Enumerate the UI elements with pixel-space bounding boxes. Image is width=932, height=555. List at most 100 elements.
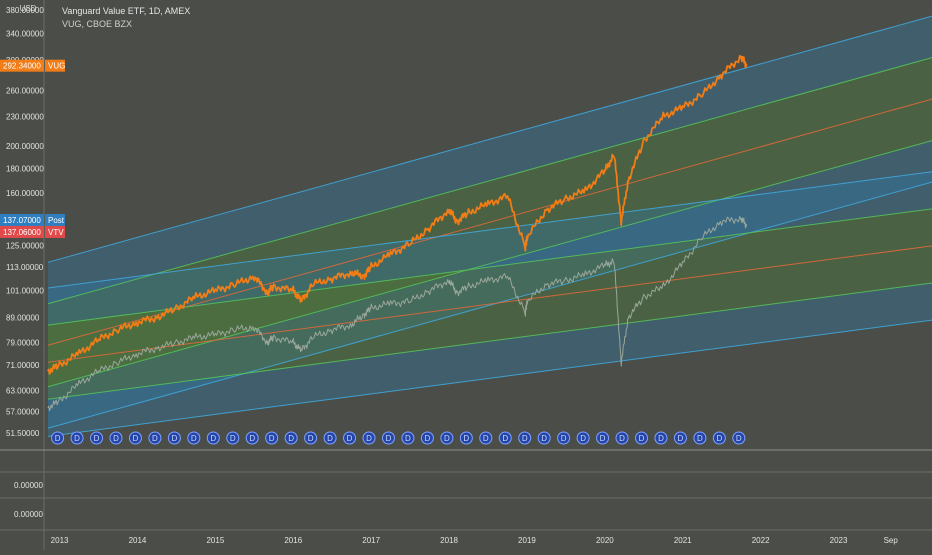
vtv-channel-line[interactable] (47, 245, 932, 363)
dividend-marker[interactable]: D (518, 431, 532, 445)
dividend-marker-label: D (210, 434, 216, 443)
y-tick-label: 125.00000 (6, 241, 44, 250)
dividend-marker[interactable]: D (635, 431, 649, 445)
dividend-marker[interactable]: D (712, 431, 726, 445)
y-tick-label: 63.00000 (6, 386, 40, 395)
dividend-marker[interactable]: D (693, 431, 707, 445)
regression-channels (47, 15, 932, 437)
dividend-marker-label: D (619, 434, 625, 443)
price-badge-vtv[interactable]: 137.06000 VTV (0, 225, 65, 238)
x-tick-label: 2017 (362, 536, 380, 545)
y-tick-label: 101.00000 (6, 287, 44, 296)
y-tick-label: 260.00000 (6, 86, 44, 95)
dividend-marker-label: D (191, 434, 197, 443)
dividend-marker-label: D (171, 434, 177, 443)
price-badge-symbol: Post (48, 216, 65, 225)
dividend-marker-circle (576, 431, 590, 445)
vug-channel-line[interactable] (47, 57, 932, 305)
dividend-marker-circle (304, 431, 318, 445)
dividend-marker-label: D (113, 434, 119, 443)
indicator-tick-label: 0.00000 (14, 510, 43, 519)
x-tick-label: 2014 (129, 536, 147, 545)
x-tick-label: Sep (884, 536, 899, 545)
dividend-marker[interactable]: D (304, 431, 318, 445)
dividend-marker-label: D (716, 434, 722, 443)
dividend-marker[interactable]: D (90, 431, 104, 445)
dividend-marker[interactable]: D (498, 431, 512, 445)
dividend-marker[interactable]: D (654, 431, 668, 445)
dividend-marker-label: D (347, 434, 353, 443)
dividend-marker-circle (557, 431, 571, 445)
price-badge-vug[interactable]: 292.34000 VUG (0, 59, 65, 72)
vtv-channel-line[interactable] (47, 208, 932, 326)
dividend-marker[interactable]: D (401, 431, 415, 445)
dividend-marker-circle (518, 431, 532, 445)
dividend-marker[interactable]: D (245, 431, 259, 445)
dividend-marker-circle (596, 431, 610, 445)
dividend-marker[interactable]: D (596, 431, 610, 445)
price-badges: 292.34000 VUG 137.07000 Post 137.06000 VTV (0, 59, 65, 238)
vug-channel-band (47, 140, 932, 429)
dividend-marker[interactable]: D (167, 431, 181, 445)
vug-series-line[interactable] (47, 54, 748, 375)
dividend-marker[interactable]: D (479, 431, 493, 445)
vug-channel-line[interactable] (47, 98, 932, 346)
vug-channel-line[interactable] (47, 140, 932, 388)
dividend-marker[interactable]: D (440, 431, 454, 445)
dividend-marker[interactable]: D (557, 431, 571, 445)
dividend-marker[interactable]: D (148, 431, 162, 445)
dividend-marker[interactable]: D (206, 431, 220, 445)
dividend-marker[interactable]: D (459, 431, 473, 445)
dividend-marker-circle (654, 431, 668, 445)
dividend-marker-circle (51, 431, 65, 445)
dividend-marker[interactable]: D (226, 431, 240, 445)
price-badge-symbol-bg (45, 213, 65, 226)
vtv-channel-line[interactable] (47, 171, 932, 289)
dividend-marker[interactable]: D (362, 431, 376, 445)
dividend-marker[interactable]: D (323, 431, 337, 445)
vtv-channel-line[interactable] (47, 282, 932, 400)
price-badge-value-bg (0, 213, 44, 226)
dividend-marker-label: D (230, 434, 236, 443)
dividend-marker[interactable]: D (284, 431, 298, 445)
dividend-marker[interactable]: D (51, 431, 65, 445)
price-badge-post[interactable]: 137.07000 Post (0, 213, 65, 226)
x-tick-label: 2015 (206, 536, 224, 545)
dividend-marker[interactable]: D (128, 431, 142, 445)
dividend-marker[interactable]: D (537, 431, 551, 445)
x-tick-label: 2018 (440, 536, 458, 545)
dividend-marker[interactable]: D (381, 431, 395, 445)
dividend-marker[interactable]: D (576, 431, 590, 445)
dividend-marker-label: D (580, 434, 586, 443)
y-tick-label: 200.00000 (6, 142, 44, 151)
time-axis[interactable]: 2013 2014 2015 2016 2017 2018 2019 2020 2021 2022… (51, 536, 899, 545)
dividend-marker-circle (440, 431, 454, 445)
dividend-marker-label: D (308, 434, 314, 443)
x-tick-label: 2016 (284, 536, 302, 545)
dividend-marker-circle (732, 431, 746, 445)
dividend-marker[interactable]: D (187, 431, 201, 445)
x-tick-label: 2020 (596, 536, 614, 545)
dividend-marker[interactable]: D (732, 431, 746, 445)
comparison-symbol[interactable]: VUG, CBOE BZX (62, 19, 132, 29)
vtv-channel-line[interactable] (47, 319, 932, 437)
dividend-marker[interactable]: D (265, 431, 279, 445)
dividend-marker[interactable]: D (615, 431, 629, 445)
vtv-channel-band (47, 245, 932, 400)
x-tick-label: 2021 (674, 536, 692, 545)
dividend-marker[interactable]: D (109, 431, 123, 445)
dividend-marker[interactable]: D (343, 431, 357, 445)
dividend-marker[interactable]: D (70, 431, 84, 445)
y-tick-label: 340.00000 (6, 30, 44, 39)
dividend-marker[interactable]: D (673, 431, 687, 445)
price-badge-value: 137.06000 (3, 228, 41, 237)
price-badge-value-bg (0, 225, 44, 238)
price-badge-symbol: VTV (48, 228, 64, 237)
dividend-marker[interactable]: D (420, 431, 434, 445)
dividend-marker-label: D (463, 434, 469, 443)
symbol-title[interactable]: Vanguard Value ETF, 1D, AMEX (62, 6, 190, 16)
vtv-series-line[interactable] (47, 216, 748, 412)
vug-channel-line[interactable] (47, 181, 932, 429)
vug-channel-line[interactable] (47, 15, 932, 263)
